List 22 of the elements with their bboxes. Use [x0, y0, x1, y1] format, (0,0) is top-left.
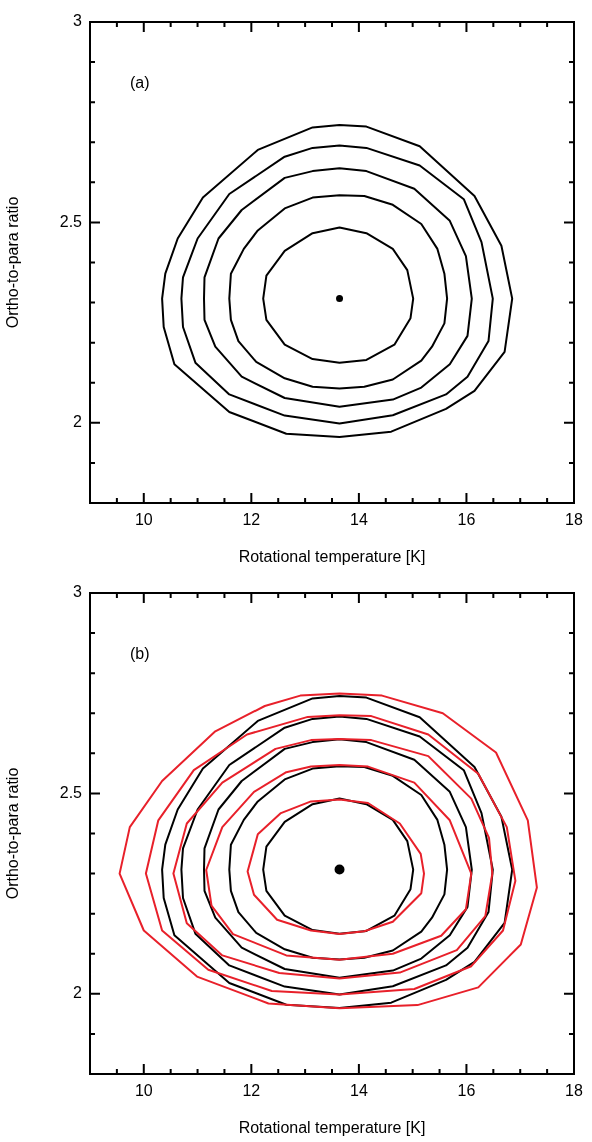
y-axis-title: Ortho-to-para ratio	[4, 196, 22, 329]
x-tick-label: 14	[349, 1082, 368, 1100]
x-tick-label: 18	[565, 1082, 583, 1100]
x-tick-label: 16	[457, 511, 476, 529]
x-axis-title: Rotational temperature [K]	[238, 547, 426, 565]
x-tick-label: 10	[134, 511, 153, 529]
x-tick-label: 12	[242, 1082, 261, 1100]
y-axis-title: Ortho-to-para ratio	[4, 767, 22, 900]
y-tick-label: 3	[73, 583, 83, 601]
annotation: (b)	[130, 645, 150, 663]
y-tick-label: 2.5	[59, 212, 83, 230]
annotation: (a)	[130, 74, 150, 92]
x-tick-label: 18	[565, 511, 583, 529]
x-tick-label: 16	[457, 1082, 476, 1100]
y-tick-label: 2	[73, 984, 83, 1002]
x-tick-label: 12	[242, 511, 261, 529]
y-tick-label: 2	[73, 413, 83, 431]
x-tick-label: 14	[349, 511, 368, 529]
x-tick-label: 10	[134, 1082, 153, 1100]
x-axis-title: Rotational temperature [K]	[238, 1118, 426, 1136]
y-tick-label: 2.5	[59, 783, 83, 801]
y-tick-label: 3	[73, 12, 83, 30]
